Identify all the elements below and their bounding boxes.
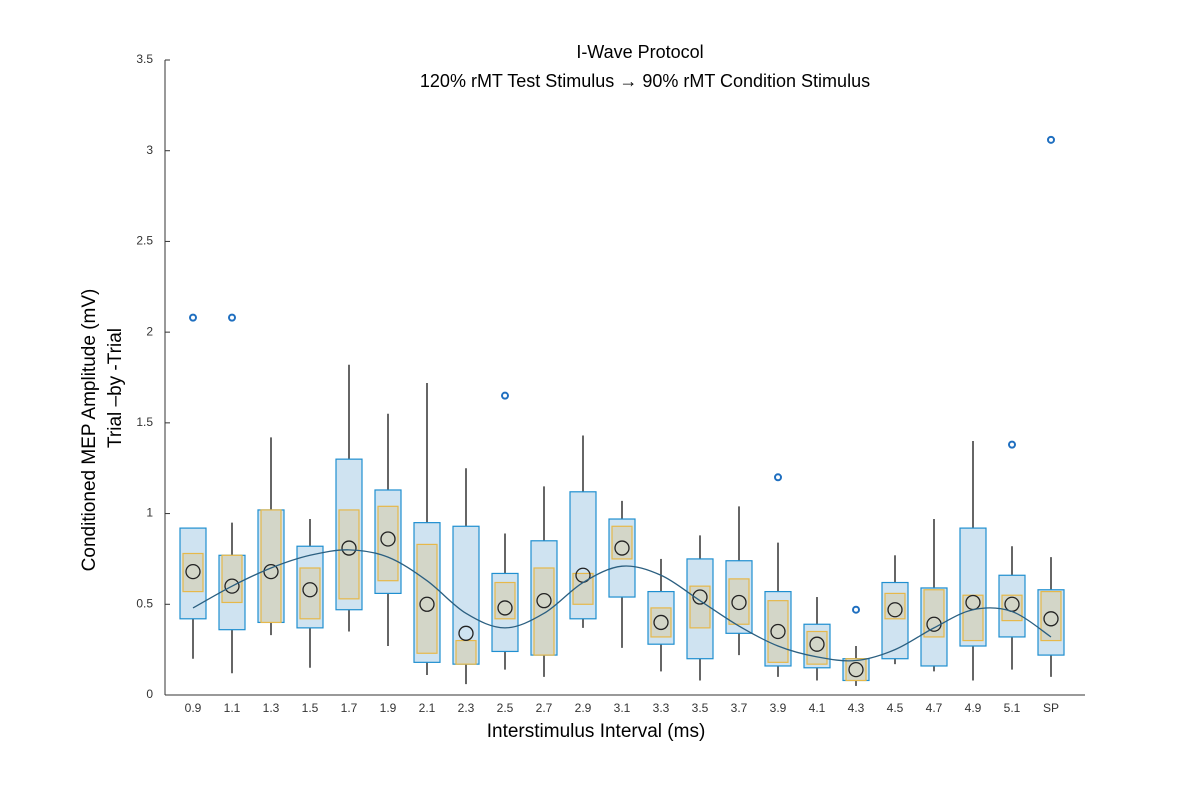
x-tick-label: 1.3 xyxy=(263,701,280,715)
x-tick-label: 1.9 xyxy=(380,701,397,715)
x-tick-label: 3.3 xyxy=(653,701,670,715)
x-tick-label: 1.5 xyxy=(302,701,319,715)
x-tick-label: 0.9 xyxy=(185,701,202,715)
inner-box xyxy=(377,505,399,582)
inner-box xyxy=(299,567,321,620)
inner-box xyxy=(1040,590,1062,642)
inner-box xyxy=(1001,594,1023,622)
x-tick-label: 4.7 xyxy=(926,701,943,715)
mean-marker xyxy=(302,582,318,598)
x-tick-label: 3.9 xyxy=(770,701,787,715)
inner-box xyxy=(260,509,282,624)
chart-title: I-Wave Protocol xyxy=(576,42,703,62)
chart-subtitle: 120% rMT Test Stimulus → 90% rMT Conditi… xyxy=(420,71,870,91)
x-tick-label: 2.5 xyxy=(497,701,514,715)
mean-marker xyxy=(731,594,747,611)
y-tick-label: 3 xyxy=(146,143,153,157)
x-tick-label: 4.1 xyxy=(809,701,826,715)
y-tick-label: 0.5 xyxy=(136,596,153,610)
x-tick-label: 3.7 xyxy=(731,701,748,715)
inner-box xyxy=(884,592,906,620)
inner-box xyxy=(650,607,672,638)
x-tick-label: 4.3 xyxy=(848,701,865,715)
mean-marker xyxy=(380,531,396,547)
x-tick-label: 4.9 xyxy=(965,701,982,715)
x-tick-label: 5.1 xyxy=(1004,701,1021,715)
inner-box xyxy=(728,578,750,625)
inner-box xyxy=(182,552,204,593)
x-tick-label: 2.1 xyxy=(419,701,436,715)
inner-box xyxy=(611,525,633,560)
outlier xyxy=(1047,135,1055,144)
mean-marker xyxy=(770,623,786,640)
y-tick-label: 2.5 xyxy=(136,234,153,248)
inner-box xyxy=(533,567,555,656)
mean-marker xyxy=(263,563,279,580)
inner-box xyxy=(572,572,594,605)
fit-curve xyxy=(192,549,1052,662)
inner-box xyxy=(806,630,828,665)
y-axis-label: Conditioned MEP Amplitude (mV) xyxy=(79,289,100,572)
mean-marker xyxy=(692,589,708,605)
mean-marker xyxy=(887,602,903,618)
x-tick-label: 1.7 xyxy=(341,701,358,715)
mean-marker xyxy=(224,578,240,594)
y-axis-label: Trial –by -Trial xyxy=(105,328,126,448)
inner-box xyxy=(923,589,945,638)
mean-marker xyxy=(1043,611,1059,627)
x-tick-label: 2.3 xyxy=(458,701,475,715)
x-tick-label: 4.5 xyxy=(887,701,904,715)
y-tick-label: 0 xyxy=(146,687,153,701)
y-tick-label: 3.5 xyxy=(136,52,153,66)
mean-marker xyxy=(536,593,552,609)
inner-box xyxy=(689,585,711,629)
x-tick-label: 2.7 xyxy=(536,701,553,715)
mean-marker xyxy=(419,596,435,612)
x-axis-label: Interstimulus Interval (ms) xyxy=(487,721,706,742)
mean-marker xyxy=(809,636,825,652)
inner-box xyxy=(416,543,438,654)
x-tick-label: 3.1 xyxy=(614,701,631,715)
y-tick-label: 1.5 xyxy=(136,415,153,429)
x-tick-label: 1.1 xyxy=(224,701,241,715)
mean-marker xyxy=(848,661,864,678)
mean-marker xyxy=(341,540,357,556)
outlier xyxy=(189,313,197,322)
y-tick-label: 1 xyxy=(146,506,153,520)
outlier xyxy=(1008,440,1016,449)
mean-marker xyxy=(458,625,474,641)
inner-box xyxy=(767,600,789,663)
x-tick-label: 2.9 xyxy=(575,701,592,715)
mean-marker xyxy=(497,600,513,616)
mean-marker xyxy=(653,614,669,631)
outlier xyxy=(228,313,236,322)
mean-marker xyxy=(614,540,630,556)
outlier xyxy=(501,391,509,400)
x-tick-label: SP xyxy=(1043,701,1059,715)
mean-marker xyxy=(185,563,201,580)
y-tick-label: 2 xyxy=(146,324,153,338)
inner-box xyxy=(455,639,477,665)
x-tick-label: 3.5 xyxy=(692,701,709,715)
outlier xyxy=(774,473,782,482)
outlier xyxy=(852,605,860,614)
